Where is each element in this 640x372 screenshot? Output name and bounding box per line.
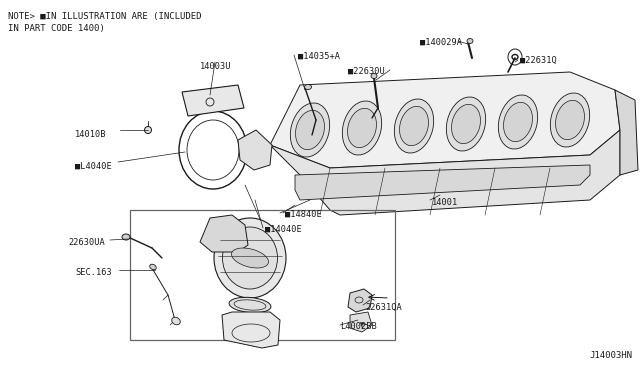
Ellipse shape	[229, 297, 271, 313]
Text: ■22631Q: ■22631Q	[520, 56, 557, 65]
Ellipse shape	[296, 110, 324, 150]
Polygon shape	[348, 289, 372, 312]
Ellipse shape	[348, 108, 376, 148]
Ellipse shape	[504, 102, 532, 142]
Ellipse shape	[172, 317, 180, 325]
Ellipse shape	[556, 100, 584, 140]
Polygon shape	[295, 165, 590, 200]
Text: 14001: 14001	[432, 198, 458, 207]
Text: ■22630U: ■22630U	[348, 67, 385, 76]
Ellipse shape	[291, 103, 330, 157]
Ellipse shape	[550, 93, 589, 147]
Text: 14003U: 14003U	[200, 62, 232, 71]
Polygon shape	[270, 72, 620, 168]
Ellipse shape	[371, 74, 377, 78]
Ellipse shape	[305, 84, 312, 90]
Polygon shape	[222, 312, 280, 348]
Text: 22631QA: 22631QA	[365, 303, 402, 312]
Ellipse shape	[399, 106, 428, 146]
Ellipse shape	[122, 234, 130, 240]
Polygon shape	[615, 90, 638, 175]
Text: ■14040E: ■14040E	[265, 225, 301, 234]
Ellipse shape	[150, 264, 156, 270]
Polygon shape	[270, 130, 620, 215]
Text: J14003HN: J14003HN	[589, 351, 632, 360]
Text: SEC.163: SEC.163	[75, 268, 112, 277]
Ellipse shape	[452, 104, 481, 144]
Text: 22630UA: 22630UA	[68, 238, 105, 247]
Ellipse shape	[232, 248, 269, 268]
Ellipse shape	[499, 95, 538, 149]
Ellipse shape	[394, 99, 434, 153]
Text: ■L4040E: ■L4040E	[75, 162, 112, 171]
Polygon shape	[182, 85, 244, 116]
Ellipse shape	[342, 101, 381, 155]
Text: 14010B: 14010B	[75, 130, 106, 139]
Text: L4002BB: L4002BB	[340, 322, 377, 331]
Ellipse shape	[214, 218, 286, 298]
Polygon shape	[350, 312, 372, 332]
Text: IN PART CODE 1400): IN PART CODE 1400)	[8, 24, 105, 33]
Ellipse shape	[467, 38, 473, 44]
Ellipse shape	[446, 97, 486, 151]
Text: ■14035+A: ■14035+A	[298, 52, 340, 61]
Polygon shape	[200, 215, 248, 252]
Bar	[130, 210, 395, 340]
Text: NOTE> ■IN ILLUSTRATION ARE (INCLUDED: NOTE> ■IN ILLUSTRATION ARE (INCLUDED	[8, 12, 202, 21]
Text: ■140029A: ■140029A	[420, 38, 462, 47]
Polygon shape	[238, 130, 272, 170]
Ellipse shape	[223, 227, 278, 289]
Text: ■14840E: ■14840E	[285, 210, 322, 219]
Ellipse shape	[145, 126, 152, 134]
